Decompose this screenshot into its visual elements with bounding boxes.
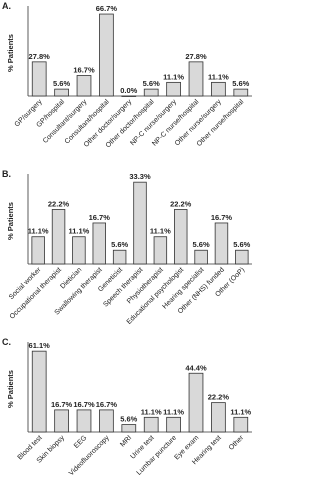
- bar: [211, 81, 226, 97]
- bar: [188, 372, 204, 433]
- bar: [133, 181, 147, 265]
- x-tick-label: Physiotherapist: [126, 266, 165, 305]
- value-label: 11.1%: [68, 227, 89, 236]
- bar: [235, 249, 249, 265]
- bar: [166, 81, 181, 97]
- value-label: 11.1%: [141, 407, 162, 416]
- value-label: 22.2%: [208, 393, 230, 402]
- bar: [51, 209, 66, 265]
- bar: [31, 61, 47, 97]
- bar: [92, 222, 106, 265]
- value-label: 66.7%: [96, 4, 118, 13]
- bar: [31, 350, 47, 433]
- x-tick-label: Lumbar puncture: [136, 434, 178, 476]
- value-label: 27.8%: [29, 52, 51, 61]
- bar: [112, 249, 127, 265]
- value-label: 5.6%: [233, 240, 250, 249]
- value-label: 5.6%: [232, 79, 249, 88]
- bar: [188, 61, 204, 97]
- value-label: 11.1%: [163, 72, 184, 81]
- value-label: 16.7%: [73, 400, 95, 409]
- bar: [76, 409, 92, 433]
- bar: [121, 424, 137, 433]
- value-label: 22.2%: [170, 199, 192, 208]
- bar: [121, 95, 137, 97]
- x-tick-label: MRI: [119, 434, 133, 448]
- bar: [233, 88, 249, 97]
- value-label: 16.7%: [89, 213, 111, 222]
- x-tick-label: Other nurse/hospital: [196, 98, 246, 148]
- value-label: 11.1%: [28, 227, 49, 236]
- bar: [54, 88, 69, 97]
- value-label: 11.1%: [163, 407, 184, 416]
- bar: [233, 416, 249, 433]
- bar: [214, 222, 229, 265]
- value-label: 5.6%: [111, 240, 128, 249]
- bar: [166, 416, 181, 433]
- y-axis-label: % Patients: [6, 370, 15, 408]
- value-label: 5.6%: [120, 415, 137, 424]
- y-axis-label: % Patients: [6, 202, 15, 240]
- panel-label: B.: [2, 169, 11, 179]
- x-tick-label: Other: [228, 434, 246, 452]
- value-label: 11.1%: [150, 227, 171, 236]
- value-label: 33.3%: [129, 172, 151, 181]
- bar: [194, 249, 208, 265]
- bar: [72, 236, 86, 265]
- value-label: 5.6%: [143, 79, 160, 88]
- bar: [76, 75, 92, 97]
- bar: [143, 88, 159, 97]
- value-label: 22.2%: [48, 199, 70, 208]
- x-tick-label: Videofluoroscopy: [68, 434, 111, 477]
- bar: [99, 13, 114, 97]
- bar: [174, 209, 188, 265]
- value-label: 5.6%: [193, 240, 210, 249]
- value-label: 44.4%: [185, 363, 207, 372]
- value-label: 5.6%: [53, 79, 70, 88]
- bar: [143, 416, 159, 433]
- bar: [211, 402, 226, 433]
- value-label: 61.1%: [29, 341, 51, 350]
- panel-label: C.: [2, 337, 11, 347]
- bar: [99, 409, 114, 433]
- value-label: 16.7%: [96, 400, 118, 409]
- value-label: 11.1%: [208, 72, 229, 81]
- bar: [153, 236, 168, 265]
- value-label: 27.8%: [185, 52, 207, 61]
- bar: [31, 236, 45, 265]
- bar: [54, 409, 69, 433]
- x-tick-label: EEG: [73, 434, 88, 449]
- figure: A.% Patients 27.8%GP/surgery5.6%GP/hospit…: [2, 1, 252, 477]
- y-axis-label: % Patients: [6, 34, 15, 72]
- value-label: 0.0%: [120, 86, 137, 95]
- value-label: 16.7%: [211, 213, 233, 222]
- value-label: 16.7%: [73, 65, 95, 74]
- value-label: 11.1%: [230, 407, 251, 416]
- value-label: 16.7%: [51, 400, 73, 409]
- panel-label: A.: [2, 1, 11, 11]
